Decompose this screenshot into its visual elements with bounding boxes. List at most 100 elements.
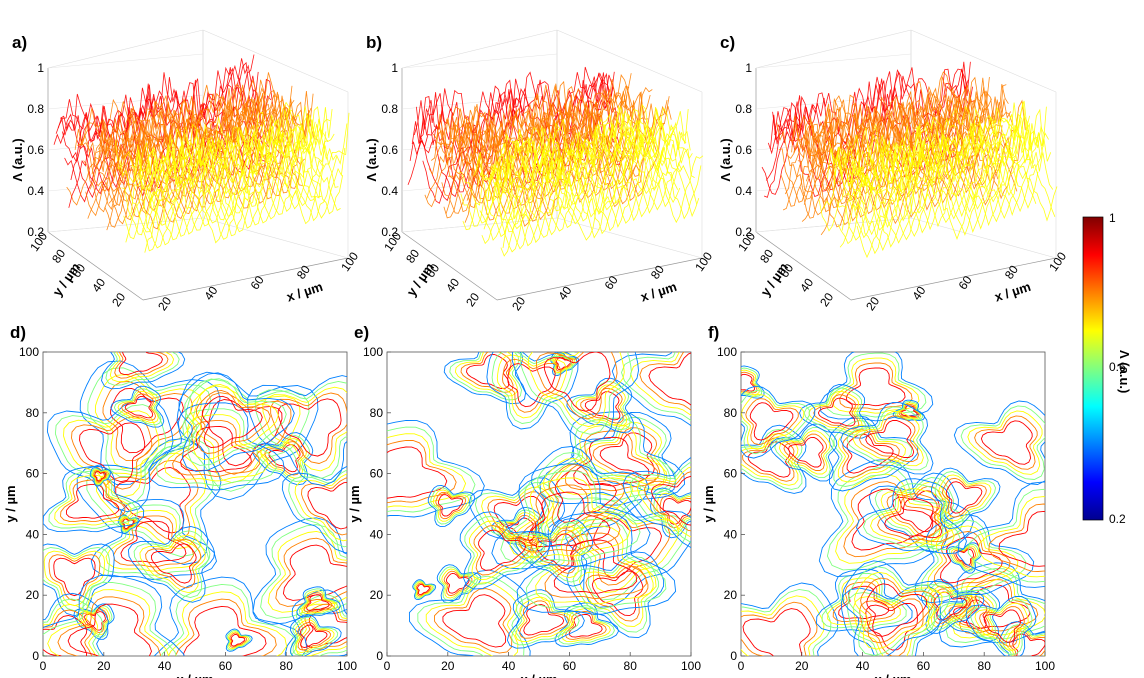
z-axis-label: Λ (a.u.) [718,138,733,181]
y-tick-label: 80 [26,406,40,420]
z-tick-label: 0.8 [381,102,398,116]
surface-line [142,130,344,252]
z-gridline [401,53,558,69]
contour-line [486,352,579,430]
contour-line [933,591,968,621]
y-tick-label: 20 [109,290,128,309]
contour-line [301,590,336,615]
colorbar-bar [1082,216,1104,521]
z-gridline [47,53,204,69]
contour-line [114,352,169,379]
contour-line [118,352,163,376]
contour-line [43,592,109,656]
contour-line [415,582,432,597]
contour-line [1009,630,1045,656]
y-tick-label: 20 [463,290,482,309]
contour-line [413,580,435,599]
contour-line [96,452,207,550]
contour-line [190,384,279,460]
surface-line [839,122,1041,248]
surface-line [119,101,320,233]
contour-line [827,577,901,626]
contour-panel: 0 20 40 60 80 100 0 20 40 60 80 100 x / µm y / µm f) [701,323,1055,678]
contour-line [229,632,248,648]
contour-line [1005,627,1045,656]
contour-line [741,424,807,494]
z-tick-label: 0.2 [27,225,44,239]
contour-line [584,391,621,421]
contour-line [464,515,545,585]
contour-line [611,352,691,427]
back-edge [202,29,349,93]
contour-line [951,545,978,570]
contour-panel: 0 20 40 60 80 100 0 20 40 60 80 100 x / µm y / µm d) [3,323,357,678]
contour-lines [43,352,347,656]
contour-line [174,598,277,656]
x-tick-label: 40 [502,659,516,673]
surface-line [856,140,1058,259]
contour-line [449,352,522,401]
contour-line [741,595,825,656]
contour-line [778,430,831,475]
contour-line [139,534,206,594]
contour-line [1002,624,1045,656]
x-axis-label: x / µm [639,279,679,305]
contour-line [747,441,791,478]
contour-line [651,475,691,526]
contour-line [90,499,217,580]
x-tick-label: 80 [294,262,313,281]
surface-line [121,109,322,236]
z-axis-label: Λ (a.u.) [364,138,379,181]
contour-line [914,514,1035,604]
x-axis-label: x / µm [285,279,325,305]
surface-line [782,80,984,211]
contour-line [226,629,251,651]
contour-line [275,537,347,607]
z-gridline [755,53,912,69]
contour-line [192,385,301,484]
contour-line [262,386,347,472]
contour-line [965,584,1031,630]
contour-line [430,487,473,525]
back-edge [401,29,558,69]
contour-line [568,613,603,638]
x-axis-label: x / µm [176,672,213,678]
contour-line [105,352,180,386]
contour-line [523,604,565,636]
contour-line [818,458,975,578]
contour-line [543,352,611,412]
y-tick-label: 100 [19,345,39,359]
y-tick-label: 60 [724,467,738,481]
contour-line [511,352,639,443]
contour-line [636,466,691,538]
contour-line [43,547,110,612]
contour-line [821,573,907,629]
contour-line [148,402,286,491]
contour-line [46,398,174,513]
contour-line [892,490,940,533]
surface-line [498,127,700,253]
x-tick-label: 40 [555,283,574,302]
contour-line [741,373,755,392]
contour-line [639,352,691,411]
contour-line [284,589,347,656]
contour-line [67,603,152,656]
contour-line [565,611,607,640]
contour-line [105,509,202,572]
contour-line [117,390,159,423]
contour-line [102,381,194,462]
y-tick-label: 0 [730,649,737,663]
colorbar-tick-mid: 0.6 [1109,360,1126,374]
contour-line [443,570,473,597]
x-axis-label: x / µm [993,279,1033,305]
y-tick-label: 40 [89,275,108,294]
contour-line [535,533,577,570]
contour-line [519,600,570,639]
contour-line [90,468,110,486]
contour-line [741,588,832,656]
x-tick-label: 80 [648,262,667,281]
contour-line [970,599,1033,655]
contour-line [79,422,146,483]
contour-line [741,389,810,455]
colorbar-tick-bottom: 0.2 [1109,512,1126,526]
